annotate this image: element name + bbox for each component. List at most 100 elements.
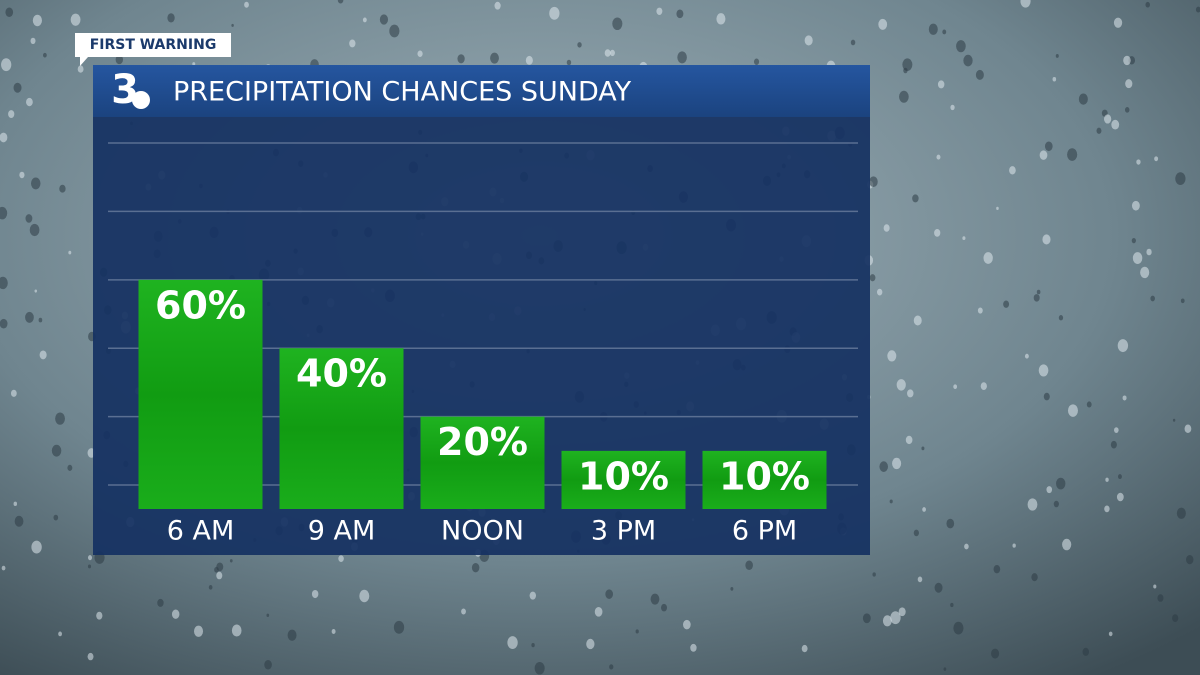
raindrop <box>25 311 34 323</box>
raindrop <box>890 611 901 625</box>
raindrop <box>231 624 242 637</box>
raindrop <box>1039 150 1048 160</box>
raindrop <box>1176 507 1186 519</box>
raindrop <box>55 412 65 425</box>
raindrop <box>1105 477 1109 482</box>
raindrop <box>38 317 43 323</box>
raindrop <box>946 518 955 529</box>
raindrop <box>1157 594 1164 602</box>
raindrop <box>5 7 14 18</box>
raindrop <box>194 625 204 637</box>
raindrop <box>1058 315 1064 321</box>
raindrop <box>231 23 234 27</box>
raindrop <box>494 1 501 10</box>
raindrop <box>0 276 8 290</box>
raindrop <box>1062 538 1072 551</box>
x-tick-label: 9 AM <box>308 516 376 547</box>
raindrop <box>1131 200 1140 211</box>
bar <box>561 450 686 509</box>
raindrop <box>1123 55 1131 66</box>
raindrop <box>862 613 871 624</box>
raindrop <box>650 593 660 605</box>
raindrop <box>1108 631 1113 637</box>
raindrop <box>337 0 344 4</box>
raindrop <box>8 110 15 118</box>
raindrop <box>1038 364 1049 377</box>
raindrop <box>1027 498 1038 511</box>
raindrop <box>1103 114 1112 124</box>
raindrop <box>1146 248 1152 256</box>
raindrop <box>167 13 175 23</box>
raindrop <box>869 176 878 188</box>
logo: 3 <box>111 67 139 113</box>
raindrop <box>892 457 902 470</box>
x-tick-label: 3 PM <box>591 516 656 547</box>
raindrop <box>525 55 533 65</box>
raindrop <box>244 1 249 8</box>
raindrop <box>977 307 983 314</box>
raindrop <box>882 615 892 627</box>
raindrop <box>264 660 272 670</box>
raindrop <box>1055 54 1059 58</box>
raindrop <box>1 565 6 571</box>
raindrop <box>31 540 42 554</box>
raindrop <box>13 501 18 507</box>
x-tick-label: NOON <box>441 516 524 547</box>
raindrop <box>609 664 614 670</box>
raindrop <box>962 236 966 241</box>
raindrop <box>896 379 906 391</box>
raindrop <box>964 543 969 550</box>
raindrop <box>690 643 697 652</box>
raindrop <box>25 214 33 223</box>
raindrop <box>1184 424 1192 433</box>
raindrop <box>887 350 897 362</box>
bar <box>279 348 404 509</box>
raindrop <box>1124 107 1130 113</box>
raindrop <box>1111 119 1120 130</box>
raindrop <box>872 572 876 577</box>
raindrop <box>1052 77 1057 82</box>
raindrop <box>905 435 913 445</box>
raindrop <box>534 661 545 675</box>
bar <box>420 416 545 509</box>
raindrop <box>1122 395 1127 401</box>
raindrop <box>934 228 941 237</box>
raindrop <box>1114 427 1119 433</box>
raindrop <box>577 42 582 48</box>
raindrop <box>991 648 1000 659</box>
raindrop <box>605 589 614 599</box>
bar <box>138 279 263 509</box>
raindrop <box>1153 584 1157 589</box>
raindrop <box>594 607 603 617</box>
raindrop <box>1145 1 1150 8</box>
raindrop <box>39 350 47 360</box>
raindrop <box>1104 505 1110 513</box>
raindrop <box>869 274 876 282</box>
raindrop <box>29 223 40 237</box>
raindrop <box>913 315 922 326</box>
raindrop <box>115 54 124 65</box>
raindrop <box>157 598 164 607</box>
raindrop <box>934 582 943 593</box>
raindrop <box>1020 0 1031 8</box>
raindrop <box>801 644 808 653</box>
raindrop <box>1117 474 1122 480</box>
badge-box <box>75 33 231 66</box>
value-label: 40% <box>296 352 387 396</box>
raindrop <box>996 206 999 211</box>
raindrop <box>529 591 537 600</box>
x-tick-label: 6 PM <box>732 516 797 547</box>
raindrop <box>1132 252 1143 264</box>
raindrop <box>1180 298 1185 304</box>
raindrop <box>379 14 389 25</box>
raindrop <box>1036 289 1041 295</box>
raindrop <box>1172 614 1179 622</box>
raindrop <box>804 35 813 46</box>
raindrop <box>943 667 947 671</box>
raindrop <box>490 52 499 64</box>
raindrop <box>928 23 938 35</box>
raindrop <box>507 636 518 650</box>
raindrop <box>216 571 223 580</box>
raindrop <box>457 54 465 64</box>
